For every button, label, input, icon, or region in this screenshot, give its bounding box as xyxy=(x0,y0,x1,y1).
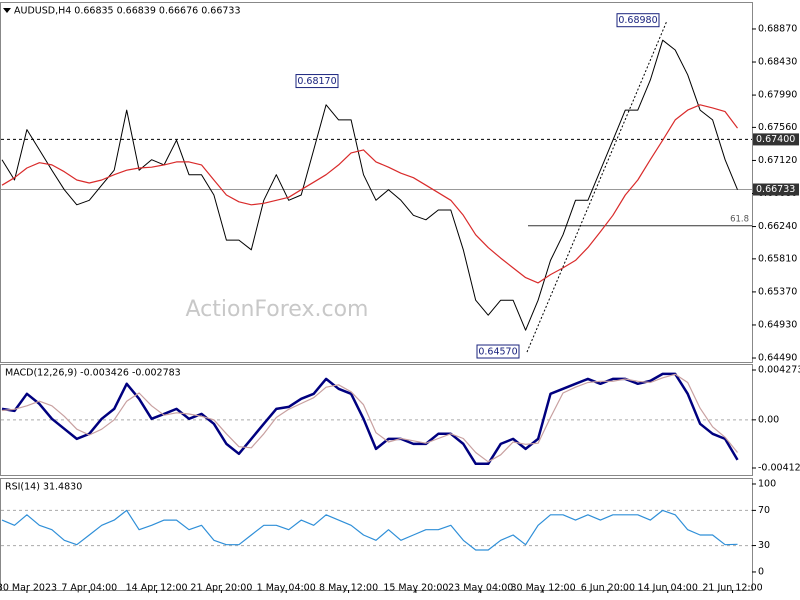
y-tick-label: 0.65810 xyxy=(758,253,797,264)
x-tick-label: 30 May 12:00 xyxy=(510,583,575,594)
panel-frame xyxy=(0,478,753,591)
x-tick-label: 14 Jun 04:00 xyxy=(638,583,698,594)
x-tick-label: 7 Apr 04:00 xyxy=(61,583,117,594)
panel-frame xyxy=(0,2,753,363)
annotation-label: 0.68170 xyxy=(297,76,336,87)
y-tick-label: 0.64930 xyxy=(758,319,797,330)
y-tick-label: 0 xyxy=(758,566,764,577)
x-tick-label: 14 Apr 12:00 xyxy=(126,583,188,594)
y-tick-label: 70 xyxy=(758,505,770,516)
y-tick-label: -0.004128 xyxy=(758,463,800,474)
y-tick-label: 0.67990 xyxy=(758,90,797,101)
fib-label: 61.8 xyxy=(730,214,749,224)
x-tick-label: 23 May 04:00 xyxy=(448,583,513,594)
y-tick-label: 0.68430 xyxy=(758,57,797,68)
x-tick-label: 15 May 20:00 xyxy=(383,583,448,594)
annotation-box xyxy=(476,344,520,359)
series-line xyxy=(1,39,738,331)
panel-title: AUDUSD,H4 0.66835 0.66839 0.66676 0.6673… xyxy=(14,6,241,17)
x-tick-label: 6 Jun 20:00 xyxy=(581,583,635,594)
x-tick-label: 1 May 04:00 xyxy=(257,583,316,594)
annotation-box xyxy=(616,13,660,28)
y-tick-label: 0.67560 xyxy=(758,122,797,133)
y-tick-label: 0.004273 xyxy=(758,364,800,375)
price-label: 0.67400 xyxy=(756,134,795,145)
y-tick-label: 0.65370 xyxy=(758,286,797,297)
annotation-box xyxy=(295,74,339,89)
y-tick-label: 30 xyxy=(758,540,770,551)
x-tick-label: 21 Apr 20:00 xyxy=(190,583,252,594)
price-label: 0.66733 xyxy=(756,184,795,195)
y-tick-label: 0.64490 xyxy=(758,353,797,364)
y-tick-label: 0.66240 xyxy=(758,221,797,232)
series-line xyxy=(1,373,738,463)
x-tick-label: 8 May 12:00 xyxy=(319,583,378,594)
series-line xyxy=(1,104,738,284)
price-label-box xyxy=(753,183,799,196)
price-label-box xyxy=(753,133,799,146)
y-tick-label: 0.67120 xyxy=(758,155,797,166)
series-line xyxy=(1,372,739,466)
series-line xyxy=(1,509,738,551)
y-tick-label: 0.00 xyxy=(758,414,779,425)
watermark: ActionForex.com xyxy=(186,297,369,322)
x-tick-label: 30 Mar 2023 xyxy=(0,583,57,594)
x-tick-label: 21 Jun 12:00 xyxy=(702,583,762,594)
panel-title: MACD(12,26,9) -0.003426 -0.002783 xyxy=(5,368,181,379)
y-tick-label: 100 xyxy=(758,478,776,489)
y-tick-label: 0.68870 xyxy=(758,23,797,34)
annotation-label: 0.64570 xyxy=(478,347,517,358)
menu-triangle xyxy=(3,8,11,13)
annotation-label: 0.68980 xyxy=(618,15,657,26)
panel-title: RSI(14) 31.4830 xyxy=(5,482,82,493)
